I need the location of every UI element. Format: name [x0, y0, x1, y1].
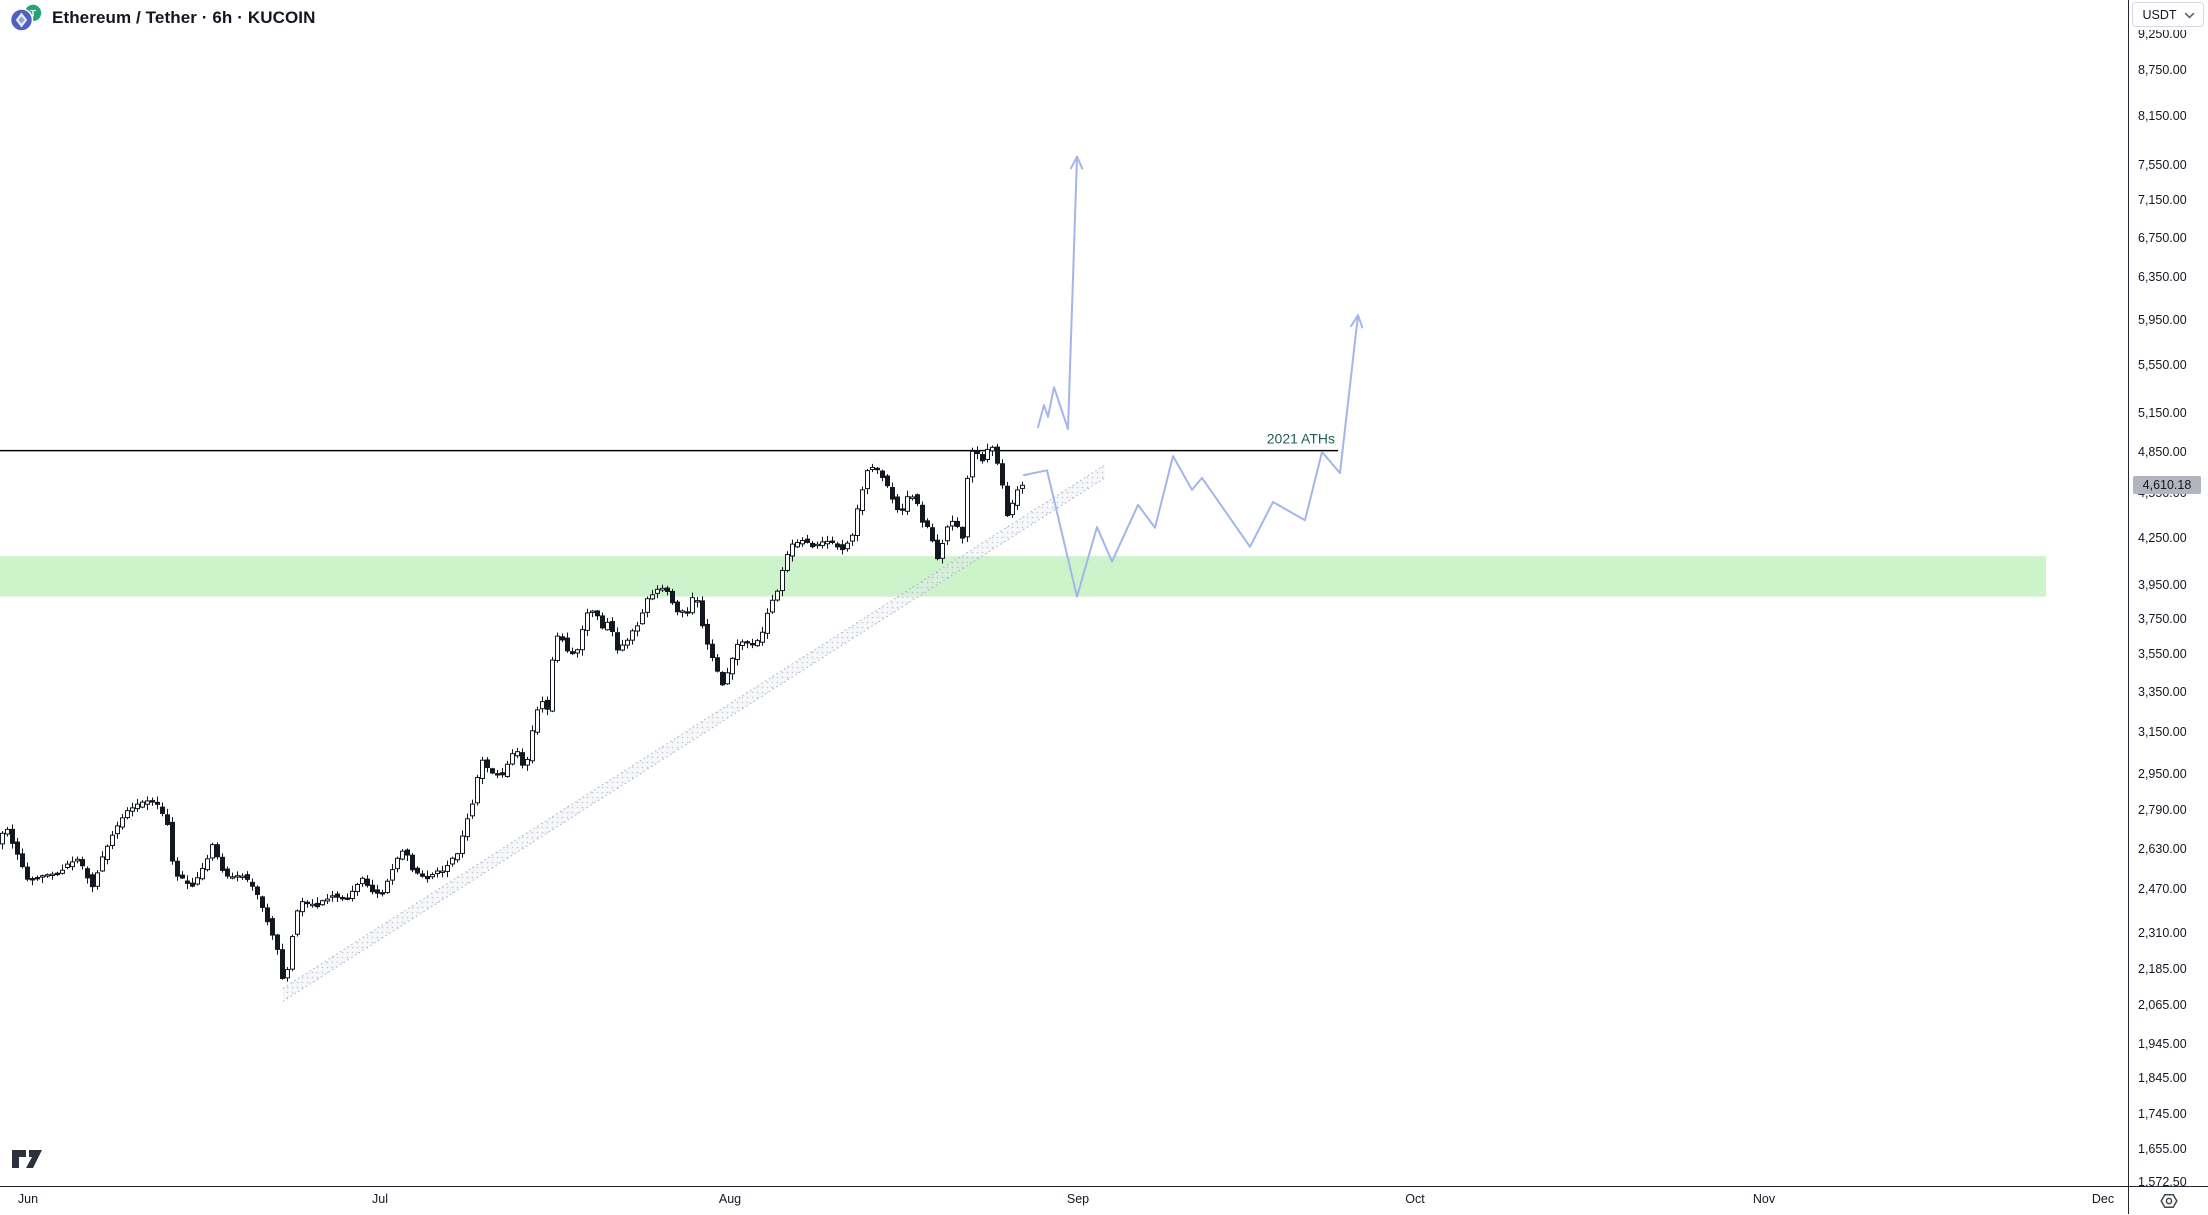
- last-price-label: 4,610.18: [2133, 475, 2201, 494]
- price-tick-label: 3,950.00: [2138, 578, 2187, 592]
- price-tick-label: 4,250.00: [2138, 530, 2187, 545]
- ath-line[interactable]: 2021 ATHs: [0, 431, 1338, 452]
- price-tick-label: 5,950.00: [2138, 312, 2187, 327]
- price-tick-label: 5,550.00: [2138, 357, 2187, 372]
- currency-label: USDT: [2142, 8, 2177, 22]
- tradingview-logo[interactable]: [10, 1147, 46, 1176]
- svg-text:T: T: [30, 8, 36, 19]
- time-tick-label: Sep: [1066, 1192, 1090, 1206]
- currency-selector-outline: [2132, 2, 2204, 27]
- price-tick-label: 2,790.00: [2138, 803, 2187, 818]
- price-tick-label: 6,350.00: [2138, 270, 2187, 285]
- trend-channel[interactable]: [282, 464, 1106, 1002]
- arrow-up-icon: [1069, 155, 1084, 170]
- price-tick-label: 5,150.00: [2138, 406, 2187, 421]
- time-axis[interactable]: Jun Jul Aug Sep Oct Nov Dec: [0, 1186, 2128, 1215]
- price-tick-label: 9,250.00: [2138, 26, 2187, 41]
- price-tick-label: 3,150.00: [2138, 724, 2187, 739]
- price-tick-label: 1,745.00: [2138, 1107, 2187, 1122]
- price-tick-label: 2,630.00: [2138, 841, 2187, 856]
- price-tick-label: 2,470.00: [2138, 882, 2187, 897]
- price-tick-label: 2,185.00: [2138, 961, 2187, 976]
- gear-icon: [2159, 1194, 2178, 1208]
- price-tick-label: 1,845.00: [2138, 1071, 2187, 1086]
- time-tick-label: Nov: [1752, 1192, 1776, 1206]
- tradingview-logo-icon: [12, 1150, 42, 1168]
- price-tick-label: 3,350.00: [2138, 684, 2187, 699]
- projection-breakout-spike[interactable]: [1037, 155, 1084, 431]
- time-tick-label: Dec: [2091, 1192, 2115, 1206]
- chevron-down-icon: [2184, 12, 2194, 19]
- price-tick-label: 1,945.00: [2138, 1037, 2187, 1052]
- price-tick-label: 2,950.00: [2138, 767, 2187, 782]
- price-tick-label: 2,065.00: [2138, 998, 2187, 1013]
- eth-tether-pair-icon: T: [9, 4, 42, 32]
- price-axis[interactable]: 9,250.00 8,750.00 8,150.00 7,550.00 7,150.00…: [2128, 0, 2208, 1214]
- symbol-legend[interactable]: T Ethereum / Tether · 6h · KUCOIN: [8, 3, 315, 33]
- price-tick-label: 6,750.00: [2138, 230, 2187, 245]
- price-tick-label: 4,850.00: [2138, 445, 2187, 459]
- price-tick-label: 3,750.00: [2138, 611, 2187, 626]
- projection-pullback-then-rally[interactable]: [1023, 314, 1364, 598]
- time-tick-label: Jun: [17, 1192, 39, 1206]
- price-tick-label: 1,572.50: [2138, 1174, 2187, 1189]
- currency-selector[interactable]: USDT: [2129, 0, 2208, 30]
- price-tick-label: 7,550.00: [2138, 158, 2187, 173]
- price-tick-label: 1,655.00: [2138, 1141, 2187, 1156]
- chart-canvas[interactable]: 2021 ATHs: [0, 0, 2128, 1186]
- price-tick-label: 2,310.00: [2138, 925, 2187, 940]
- demand-zone[interactable]: [0, 556, 2046, 597]
- price-tick-label: 8,750.00: [2138, 62, 2187, 77]
- time-tick-label: Aug: [718, 1192, 742, 1206]
- symbol-title: Ethereum / Tether · 6h · KUCOIN: [52, 8, 316, 27]
- arrow-up-icon: [1350, 314, 1364, 329]
- time-tick-label: Jul: [372, 1192, 388, 1206]
- axis-settings-button[interactable]: [2129, 1186, 2208, 1215]
- price-tick-label: 3,550.00: [2138, 647, 2187, 662]
- ath-line-label: 2021 ATHs: [1267, 431, 1335, 447]
- time-tick-label: Oct: [1405, 1192, 1425, 1206]
- price-tick-label: 7,150.00: [2138, 193, 2187, 208]
- candlestick-series: [0, 443, 1025, 982]
- price-tick-label: 8,150.00: [2138, 108, 2187, 123]
